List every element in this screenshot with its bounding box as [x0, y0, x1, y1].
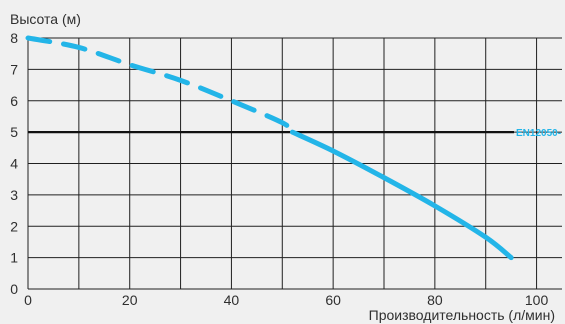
grid-lines [27, 37, 562, 290]
x-tick-label: 100 [525, 292, 549, 308]
y-tick-label: 5 [10, 124, 18, 140]
x-tick-label: 0 [24, 292, 32, 308]
y-tick-label: 2 [10, 218, 18, 234]
y-tick-label: 0 [10, 281, 18, 297]
reference-line-group: EN12050- [28, 128, 561, 139]
x-tick-label: 60 [325, 292, 341, 308]
solid-performance-curve [289, 129, 514, 261]
x-axis-title: Производительность (л/мин) [369, 307, 555, 323]
y-axis-title: Высота (м) [10, 11, 81, 27]
y-tick-label: 3 [10, 187, 18, 203]
y-tick-label: 7 [10, 61, 18, 77]
x-tick-label: 40 [224, 292, 240, 308]
y-tick-label: 4 [10, 156, 18, 172]
dashed-performance-curve [25, 35, 295, 135]
y-tick-label: 8 [10, 30, 18, 46]
performance-curve-group [25, 35, 514, 261]
y-tick-label: 1 [10, 250, 18, 266]
x-tick-label: 20 [122, 292, 138, 308]
y-tick-label: 6 [10, 93, 18, 109]
x-tick-label: 80 [427, 292, 443, 308]
en12050-reference-label: EN12050- [516, 128, 561, 139]
